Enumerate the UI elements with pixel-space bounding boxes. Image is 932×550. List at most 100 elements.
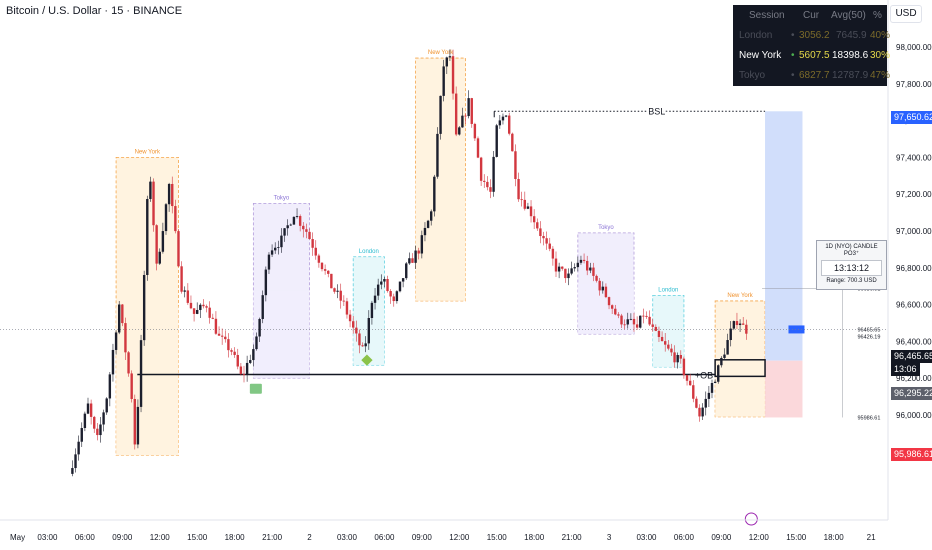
y-tick-label: 97,200.00 [896,190,932,199]
candle-body [333,288,336,292]
x-tick-label: May [10,533,25,542]
candle-body [607,297,611,306]
candle-body [426,220,430,228]
candle-body [348,314,352,322]
candle-body [720,357,723,366]
lightning-icon [744,512,758,526]
session-table-header: Session Cur Avg(50) % [733,6,887,26]
symbol-title[interactable]: Bitcoin / U.S. Dollar · 15 · BINANCE [6,5,183,17]
candle-body [598,280,601,291]
y-tick-label: 96,400.00 [896,337,932,346]
candle-body [124,323,127,353]
candle-body [648,316,651,325]
candle-body [373,295,377,303]
candle-body [199,304,202,310]
candle-body [130,373,133,399]
candle-body [542,236,545,239]
candle-body [695,398,698,408]
candle-body [133,398,136,445]
x-tick-label: 18:00 [824,533,845,542]
candle-body [710,382,714,393]
candle-body [501,116,505,121]
candle-body [298,216,302,226]
x-tick-label: 12:00 [749,533,770,542]
candle-body [732,321,736,329]
candle-body [233,351,236,355]
level-label: 95986.61 [857,415,880,421]
candle-body [370,302,374,319]
candle-body [208,307,211,318]
candle-body [685,375,689,381]
candle-body [261,295,264,319]
candle-body [245,362,249,375]
ob-box [714,359,766,378]
candle-body [586,260,589,271]
candle-body [742,323,745,325]
candle-body [442,66,445,96]
x-tick-label: 15:00 [487,533,508,542]
candle-body [83,413,87,429]
candle-body [146,199,149,275]
info-title: 1D (NYO) CANDLE PO3⁺ [825,244,878,257]
candle-body [336,290,339,292]
ob-label: +OB [695,371,713,381]
candle-body [401,278,405,282]
y-tick-label: 97,400.00 [896,153,932,162]
candle-body [645,315,648,317]
candle-body [570,268,573,274]
candle-body [86,403,90,414]
col-avg: Avg(50) [831,10,866,21]
candle-body [582,259,586,261]
candle-body [651,324,654,327]
candle-body [701,407,704,417]
candle-body [283,228,286,236]
candle-body [383,279,386,282]
candle-body [486,181,489,188]
x-tick-label: 03:00 [37,533,58,542]
candle-body [280,235,283,248]
candle-body [342,300,346,302]
session-avg: 12787.9 [832,70,869,81]
session-dot: • [791,70,795,81]
candle-body [517,179,520,200]
currency-button[interactable]: USD [890,5,922,23]
position-target-zone [765,111,803,361]
candle-body [89,403,93,417]
session-label: New York [135,149,161,155]
candle-body [136,406,140,445]
x-tick-label: 15:00 [187,533,208,542]
candle-body [323,269,327,271]
candle-body [77,441,80,455]
candle-body [564,268,567,279]
candle-body [539,228,542,237]
candle-body [445,57,448,67]
candle-body [376,284,380,296]
x-tick-label: 06:00 [75,533,96,542]
x-tick-label: 06:00 [674,533,695,542]
candle-body [389,291,392,297]
candle-body [423,227,427,236]
candle-body [673,352,676,363]
candle-body [508,115,511,134]
x-tick-label: 12:00 [449,533,470,542]
candle-body [239,366,243,374]
candle-body [592,267,595,276]
candle-body [492,156,495,192]
session-dot: • [791,30,795,41]
candle-body [127,352,130,374]
candle-body [635,324,639,328]
candle-body [713,381,717,383]
candle-body [345,301,349,315]
candle-body [408,258,411,264]
candle-body [470,98,473,124]
candle-body [639,315,642,328]
candle-body [386,279,389,292]
session-cur: 3056.2 [799,30,830,41]
candle-body [105,398,108,413]
candle-body [93,416,96,429]
candle-body [111,349,115,375]
candle-body [96,428,99,436]
candle-body [236,354,239,367]
candle-body [74,454,77,469]
